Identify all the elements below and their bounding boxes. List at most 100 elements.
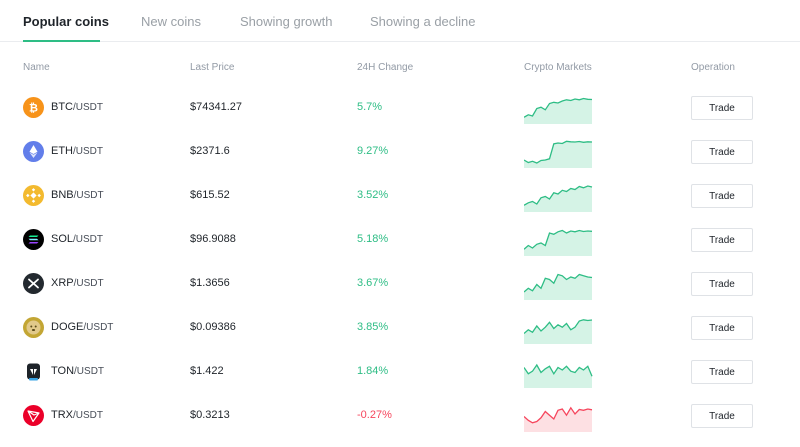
change-24h: 3.67% (357, 277, 389, 289)
sparkline-line (524, 363, 593, 377)
xrp-icon (23, 273, 44, 294)
quote-currency: /USDT (73, 278, 104, 289)
coin-symbol: ETH (51, 145, 73, 157)
sparkline-line (524, 97, 593, 118)
sparkline-area (524, 274, 592, 300)
active-tab-indicator (23, 40, 100, 42)
market-sparkline (524, 229, 593, 256)
sparkline-line (524, 273, 593, 293)
change-24h: 5.7% (357, 101, 383, 113)
change-24h: 3.85% (357, 321, 389, 333)
coin-pair[interactable]: TRX/USDT (51, 409, 103, 421)
last-price: $1.422 (190, 365, 224, 377)
sparkline-line (524, 229, 593, 250)
change-24h: -0.27% (357, 409, 392, 421)
last-price: $615.52 (190, 189, 230, 201)
bitcoin-icon: ₿ (23, 97, 44, 118)
sparkline-area (524, 407, 592, 432)
quote-currency: /USDT (73, 146, 103, 157)
tab-showing-decline[interactable]: Showing a decline (370, 14, 476, 29)
sparkline-area (524, 186, 592, 212)
market-sparkline (524, 97, 593, 124)
ton-icon (23, 361, 44, 382)
trade-button[interactable]: Trade (691, 360, 753, 384)
tab-bar: Popular coins New coins Showing growth S… (0, 0, 800, 42)
coin-symbol: BTC (51, 101, 73, 113)
last-price: $74341.27 (190, 101, 242, 113)
trade-button[interactable]: Trade (691, 228, 753, 252)
last-price: $2371.6 (190, 145, 230, 157)
coin-pair[interactable]: SOL/USDT (51, 233, 103, 245)
coin-pair[interactable]: BTC/USDT (51, 101, 103, 113)
coin-symbol: BNB (51, 189, 74, 201)
coin-symbol: TON (51, 365, 75, 377)
market-sparkline (524, 406, 593, 432)
change-24h: 9.27% (357, 145, 389, 157)
table-row[interactable]: TON/USDT $1.422 1.84% Trade (0, 350, 800, 394)
last-price: $0.09386 (190, 321, 236, 333)
tab-new-coins[interactable]: New coins (141, 14, 201, 29)
quote-currency: /USDT (73, 234, 104, 245)
sparkline-line (524, 406, 593, 424)
trade-button[interactable]: Trade (691, 272, 753, 296)
change-24h: 3.52% (357, 189, 389, 201)
market-sparkline (524, 363, 593, 388)
svg-text:₿: ₿ (29, 102, 38, 115)
solana-icon (23, 229, 44, 250)
sparkline-area (524, 230, 592, 256)
coin-pair[interactable]: XRP/USDT (51, 277, 104, 289)
quote-currency: /USDT (73, 190, 104, 201)
ethereum-icon (23, 141, 44, 162)
market-sparkline (524, 319, 593, 344)
dogecoin-icon (23, 317, 44, 338)
quote-currency: /USDT (73, 410, 103, 421)
coin-symbol: SOL (51, 233, 74, 245)
column-header-name: Name (23, 62, 50, 73)
quote-currency: /USDT (73, 102, 103, 113)
trade-button[interactable]: Trade (691, 404, 753, 428)
coin-symbol: TRX (51, 409, 73, 421)
table-row[interactable]: ₿ BTC/USDT $74341.27 5.7% Trade (0, 86, 800, 130)
coin-symbol: DOGE (51, 321, 84, 333)
coin-pair[interactable]: DOGE/USDT (51, 321, 113, 333)
market-sparkline (524, 185, 593, 212)
tron-icon (23, 405, 44, 426)
table-row[interactable]: SOL/USDT $96.9088 5.18% Trade (0, 218, 800, 262)
coin-symbol: XRP (51, 277, 74, 289)
sparkline-area (524, 319, 592, 344)
trade-button[interactable]: Trade (691, 96, 753, 120)
quote-currency: /USDT (83, 322, 114, 333)
change-24h: 1.84% (357, 365, 389, 377)
column-header-operation: Operation (691, 62, 735, 73)
table-row[interactable]: BNB/USDT $615.52 3.52% Trade (0, 174, 800, 218)
market-sparkline (524, 140, 593, 168)
last-price: $0.3213 (190, 409, 230, 421)
column-header-crypto-markets: Crypto Markets (524, 62, 592, 73)
quote-currency: /USDT (74, 366, 105, 377)
change-24h: 5.18% (357, 233, 389, 245)
table-header: Name Last Price 24H Change Crypto Market… (0, 62, 800, 76)
bnb-icon (23, 185, 44, 206)
table-row[interactable]: DOGE/USDT $0.09386 3.85% Trade (0, 306, 800, 350)
column-header-last-price: Last Price (190, 62, 235, 73)
trade-button[interactable]: Trade (691, 316, 753, 340)
last-price: $1.3656 (190, 277, 230, 289)
sparkline-area (524, 98, 592, 124)
table-row[interactable]: XRP/USDT $1.3656 3.67% Trade (0, 262, 800, 306)
sparkline-area (524, 141, 592, 168)
trade-button[interactable]: Trade (691, 140, 753, 164)
coin-pair[interactable]: TON/USDT (51, 365, 104, 377)
trade-button[interactable]: Trade (691, 184, 753, 208)
column-header-24h-change: 24H Change (357, 62, 414, 73)
sparkline-line (524, 185, 593, 206)
tab-showing-growth[interactable]: Showing growth (240, 14, 333, 29)
market-sparkline (524, 273, 593, 300)
tab-popular-coins[interactable]: Popular coins (23, 14, 109, 29)
table-row[interactable]: TRX/USDT $0.3213 -0.27% Trade (0, 394, 800, 438)
sparkline-line (524, 319, 593, 334)
sparkline-area (524, 365, 592, 388)
coin-pair[interactable]: BNB/USDT (51, 189, 104, 201)
table-row[interactable]: ETH/USDT $2371.6 9.27% Trade (0, 130, 800, 174)
coin-pair[interactable]: ETH/USDT (51, 145, 103, 157)
last-price: $96.9088 (190, 233, 236, 245)
